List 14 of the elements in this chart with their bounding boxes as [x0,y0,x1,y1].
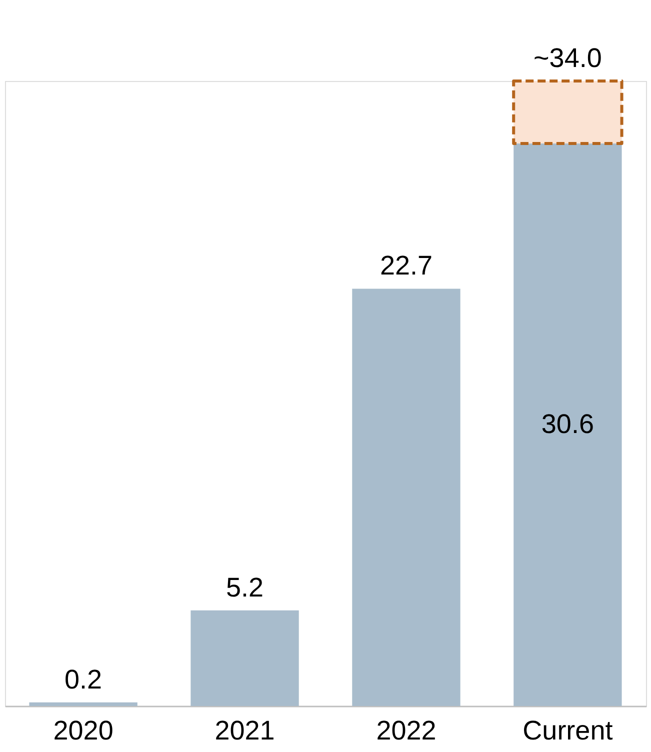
data-label: 30.6 [541,408,594,439]
bar [514,144,622,706]
x-tick-label: 2020 [53,716,114,746]
x-tick-label: 2021 [214,716,275,746]
data-label: 5.2 [226,572,264,602]
x-tick-label: 2022 [376,716,436,746]
bar [352,288,460,706]
data-label: 0.2 [64,664,102,694]
bar [29,702,138,706]
bar [190,610,299,706]
data-label: 22.7 [380,250,433,281]
x-tick-label: Current [522,716,614,746]
total-label: ~34.0 [534,43,602,73]
bar [512,80,624,145]
